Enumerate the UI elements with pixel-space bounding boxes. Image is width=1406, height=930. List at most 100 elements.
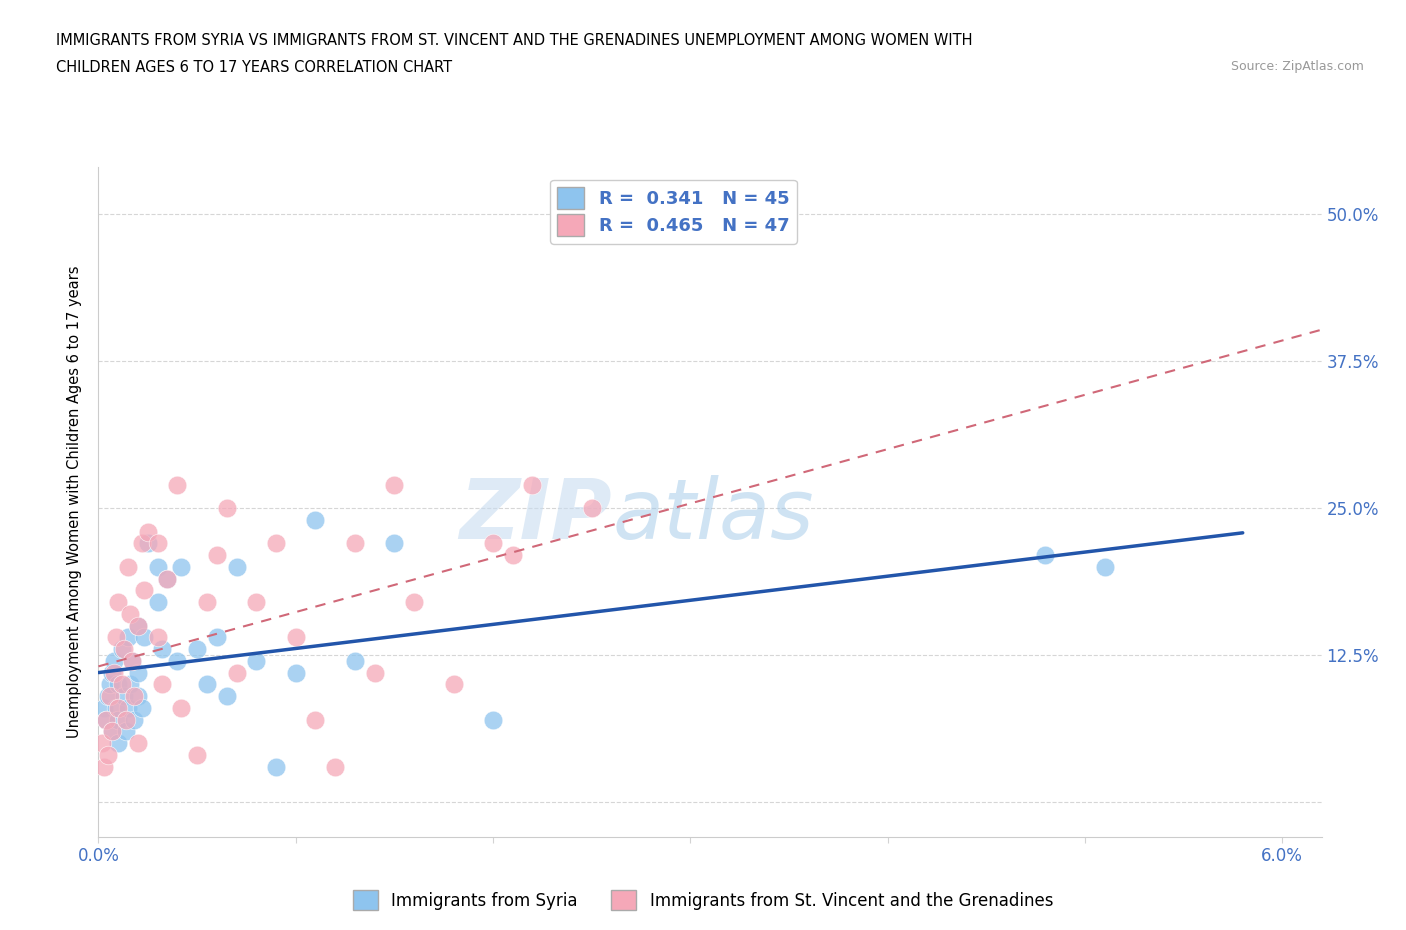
Point — [97, 688, 120, 703]
Point — [215, 500, 238, 515]
Text: CHILDREN AGES 6 TO 17 YEARS CORRELATION CHART: CHILDREN AGES 6 TO 17 YEARS CORRELATION … — [56, 60, 453, 75]
Point — [111, 677, 134, 692]
Point — [146, 594, 169, 609]
Point — [111, 642, 134, 657]
Point — [156, 571, 179, 586]
Point — [112, 642, 135, 657]
Point — [264, 536, 287, 551]
Point — [97, 748, 120, 763]
Point — [131, 536, 153, 551]
Point — [205, 630, 228, 644]
Point — [118, 677, 141, 692]
Point — [245, 594, 267, 609]
Point — [122, 712, 145, 727]
Point — [166, 477, 188, 492]
Point — [443, 677, 465, 692]
Legend: Immigrants from Syria, Immigrants from St. Vincent and the Grenadines: Immigrants from Syria, Immigrants from S… — [346, 884, 1060, 917]
Point — [482, 712, 505, 727]
Point — [1094, 559, 1116, 574]
Point — [1035, 548, 1057, 563]
Point — [363, 665, 385, 680]
Point — [117, 630, 139, 644]
Text: ZIP: ZIP — [460, 475, 612, 556]
Point — [98, 688, 121, 703]
Point — [112, 688, 135, 703]
Point — [304, 512, 326, 527]
Legend: R =  0.341   N = 45, R =  0.465   N = 47: R = 0.341 N = 45, R = 0.465 N = 47 — [550, 179, 797, 244]
Point — [215, 688, 238, 703]
Point — [117, 700, 139, 715]
Point — [136, 525, 159, 539]
Point — [101, 724, 124, 738]
Point — [502, 548, 524, 563]
Point — [98, 677, 121, 692]
Point — [343, 654, 366, 669]
Point — [107, 736, 129, 751]
Point — [132, 630, 155, 644]
Point — [170, 700, 193, 715]
Point — [103, 665, 125, 680]
Point — [127, 665, 149, 680]
Point — [105, 630, 128, 644]
Point — [101, 724, 124, 738]
Point — [225, 665, 247, 680]
Point — [127, 618, 149, 633]
Point — [121, 654, 143, 669]
Point — [284, 665, 307, 680]
Point — [122, 688, 145, 703]
Point — [343, 536, 366, 551]
Point — [166, 654, 188, 669]
Point — [522, 477, 544, 492]
Point — [91, 736, 114, 751]
Point — [127, 688, 149, 703]
Point — [105, 700, 128, 715]
Point — [225, 559, 247, 574]
Point — [131, 700, 153, 715]
Point — [146, 536, 169, 551]
Point — [195, 677, 218, 692]
Point — [107, 700, 129, 715]
Point — [156, 571, 179, 586]
Point — [150, 677, 173, 692]
Point — [150, 642, 173, 657]
Point — [103, 654, 125, 669]
Point — [186, 748, 208, 763]
Point — [264, 759, 287, 774]
Text: Source: ZipAtlas.com: Source: ZipAtlas.com — [1230, 60, 1364, 73]
Y-axis label: Unemployment Among Women with Children Ages 6 to 17 years: Unemployment Among Women with Children A… — [67, 266, 83, 738]
Point — [323, 759, 346, 774]
Point — [304, 712, 326, 727]
Point — [127, 618, 149, 633]
Point — [117, 559, 139, 574]
Point — [118, 606, 141, 621]
Point — [101, 665, 124, 680]
Text: IMMIGRANTS FROM SYRIA VS IMMIGRANTS FROM ST. VINCENT AND THE GRENADINES UNEMPLOY: IMMIGRANTS FROM SYRIA VS IMMIGRANTS FROM… — [56, 33, 973, 47]
Point — [382, 477, 405, 492]
Point — [107, 594, 129, 609]
Text: atlas: atlas — [612, 475, 814, 556]
Point — [115, 712, 138, 727]
Point — [93, 759, 115, 774]
Point — [205, 548, 228, 563]
Point — [136, 536, 159, 551]
Point — [284, 630, 307, 644]
Point — [170, 559, 193, 574]
Point — [195, 594, 218, 609]
Point — [186, 642, 208, 657]
Point — [96, 712, 118, 727]
Point — [132, 583, 155, 598]
Point — [404, 594, 426, 609]
Point — [146, 559, 169, 574]
Point — [382, 536, 405, 551]
Point — [115, 724, 138, 738]
Point — [96, 712, 118, 727]
Point — [245, 654, 267, 669]
Point — [93, 700, 115, 715]
Point — [127, 736, 149, 751]
Point — [146, 630, 169, 644]
Point — [482, 536, 505, 551]
Point — [107, 712, 129, 727]
Point — [121, 654, 143, 669]
Point — [107, 677, 129, 692]
Point — [581, 500, 603, 515]
